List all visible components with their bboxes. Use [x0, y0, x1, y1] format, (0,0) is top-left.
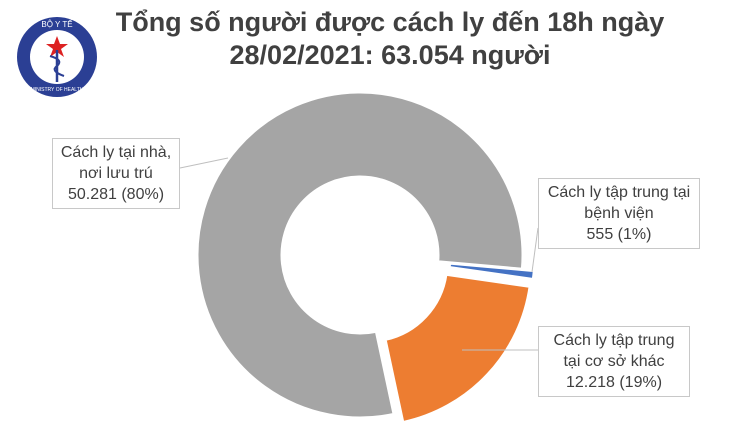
- slice: [195, 90, 525, 420]
- logo-snake: [49, 55, 65, 77]
- slice: [383, 272, 532, 425]
- logo-star: [46, 36, 68, 57]
- slice: [447, 261, 536, 282]
- logo: BỘ Y TẾ MINISTRY OF HEALTH: [17, 17, 97, 97]
- slice-label: Cách ly tập trung tại cơ sở khác 12.218 (…: [538, 326, 690, 397]
- leader-line: [531, 227, 539, 273]
- logo-top: BỘ Y TẾ: [41, 19, 72, 29]
- chart-title: Tổng số người được cách ly đến 18h ngày …: [115, 7, 665, 70]
- slice-label: Cách ly tập trung tại bệnh viện 555 (1%): [538, 178, 700, 249]
- value-label: 555 (1%): [586, 226, 652, 243]
- slice-label: Cách ly tại nhà, nơi lưu trú 50.281 (80%): [52, 138, 180, 209]
- logo-bottom: MINISTRY OF HEALTH: [31, 87, 84, 93]
- category-label: Cách ly tập trung tại bệnh viện: [547, 184, 691, 222]
- category-label: Cách ly tại nhà, nơi lưu trú: [60, 144, 172, 182]
- leader-line: [179, 157, 229, 169]
- value-label: 50.281 (80%): [67, 186, 165, 203]
- value-label: 12.218 (19%): [565, 374, 663, 391]
- category-label: Cách ly tập trung tại cơ sở khác: [553, 332, 675, 370]
